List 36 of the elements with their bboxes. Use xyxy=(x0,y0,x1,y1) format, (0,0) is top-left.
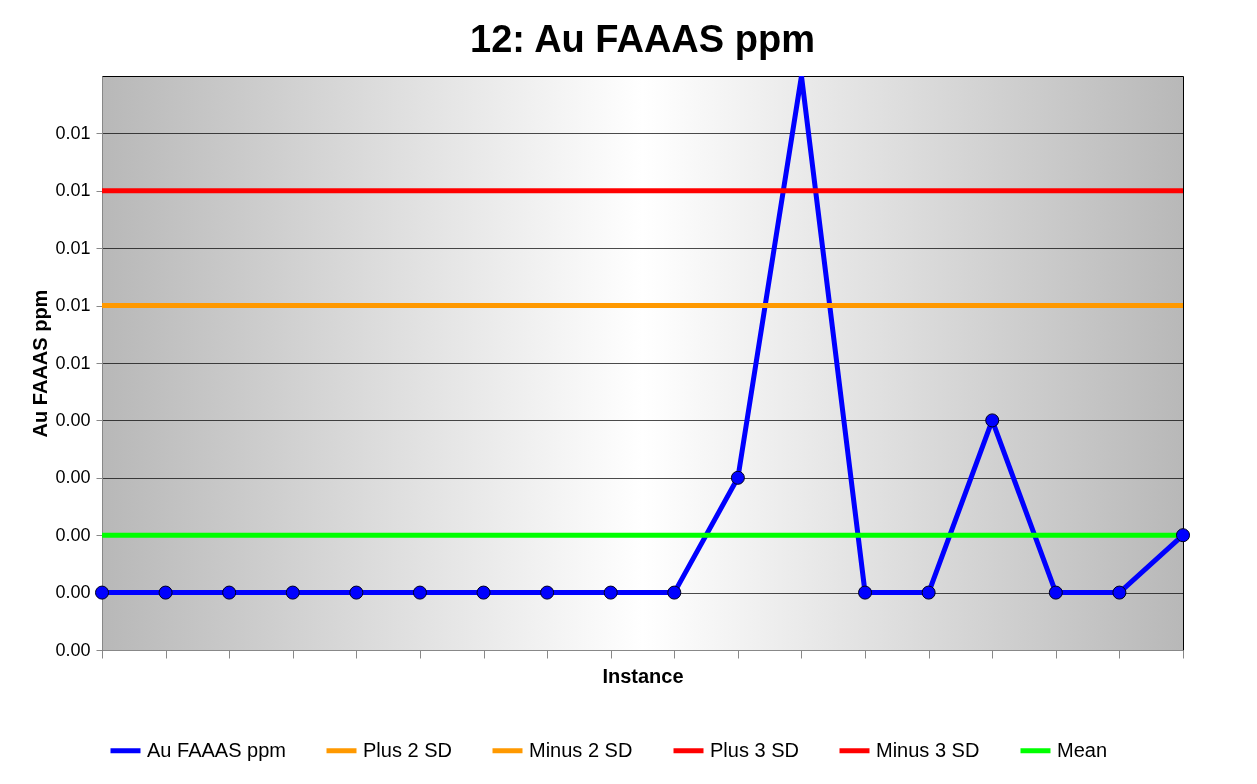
legend-label: Minus 2 SD xyxy=(529,738,633,761)
y-tick-label: 0.01 xyxy=(55,180,91,201)
legend-label: Mean xyxy=(1057,738,1108,761)
point xyxy=(285,585,300,600)
point xyxy=(921,585,936,600)
point xyxy=(222,585,237,600)
y-tick-label: 0.00 xyxy=(55,582,91,603)
y-tick-label: 0.00 xyxy=(55,467,91,488)
point xyxy=(94,585,110,600)
legend-label: Plus 3 SD xyxy=(710,738,799,761)
point xyxy=(1112,585,1127,600)
legend-label: Plus 2 SD xyxy=(363,738,452,761)
point xyxy=(985,413,1000,428)
point xyxy=(603,585,618,600)
y-tick-label: 0.01 xyxy=(55,237,91,258)
y-tick-label: 0.00 xyxy=(55,409,91,430)
y-tick-label: 0.01 xyxy=(55,122,91,143)
point xyxy=(540,585,555,600)
point xyxy=(349,585,364,600)
point xyxy=(1048,585,1063,600)
y-tick-label: 0.00 xyxy=(55,524,91,545)
point xyxy=(730,470,745,485)
point xyxy=(667,585,682,600)
point xyxy=(158,585,173,600)
point xyxy=(412,585,427,600)
y-tick-label: 0.00 xyxy=(55,639,91,660)
y-axis-title: Au FAAAS ppm xyxy=(29,289,52,438)
y-tick-label: 0.01 xyxy=(55,352,91,373)
x-axis-title: Instance xyxy=(602,665,684,687)
y-tick-label: 0.01 xyxy=(55,295,91,316)
point xyxy=(476,585,491,600)
legend-label: Minus 3 SD xyxy=(876,738,980,761)
point xyxy=(858,585,873,600)
legend-label: Au FAAAS ppm xyxy=(147,738,286,761)
chart-title: 12: Au FAAAS ppm xyxy=(470,18,815,60)
point xyxy=(1175,528,1191,543)
